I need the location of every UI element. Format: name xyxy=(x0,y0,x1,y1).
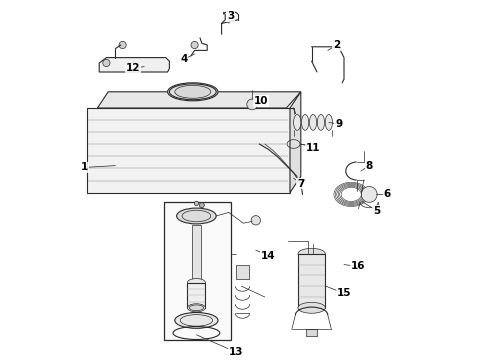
Text: 16: 16 xyxy=(351,261,366,271)
Bar xyxy=(187,283,205,308)
Text: 5: 5 xyxy=(373,206,380,216)
Text: 3: 3 xyxy=(227,11,234,21)
Ellipse shape xyxy=(176,208,216,224)
Ellipse shape xyxy=(298,302,325,313)
Text: 8: 8 xyxy=(366,161,373,171)
Bar xyxy=(192,225,201,281)
Text: 12: 12 xyxy=(126,63,141,73)
Text: 14: 14 xyxy=(261,251,276,261)
Circle shape xyxy=(194,201,198,206)
Text: 6: 6 xyxy=(384,189,391,199)
Ellipse shape xyxy=(168,83,218,101)
Ellipse shape xyxy=(187,304,205,312)
Ellipse shape xyxy=(301,114,309,130)
Circle shape xyxy=(119,41,126,49)
Text: 7: 7 xyxy=(297,179,304,189)
Polygon shape xyxy=(87,108,290,193)
Text: 11: 11 xyxy=(306,143,320,153)
Polygon shape xyxy=(98,92,301,108)
Bar xyxy=(306,329,317,336)
Ellipse shape xyxy=(298,248,325,259)
Ellipse shape xyxy=(175,312,218,328)
Text: 10: 10 xyxy=(254,96,269,106)
Ellipse shape xyxy=(189,305,204,311)
Ellipse shape xyxy=(310,114,317,130)
Ellipse shape xyxy=(294,114,301,130)
Ellipse shape xyxy=(318,114,324,130)
Circle shape xyxy=(191,41,198,49)
Circle shape xyxy=(199,203,204,208)
Ellipse shape xyxy=(187,279,205,287)
Ellipse shape xyxy=(175,85,211,98)
Polygon shape xyxy=(290,92,301,193)
Circle shape xyxy=(251,216,261,225)
Circle shape xyxy=(103,59,110,67)
Text: 4: 4 xyxy=(180,54,188,64)
Text: 9: 9 xyxy=(335,119,342,129)
Text: 13: 13 xyxy=(229,347,243,357)
Bar xyxy=(236,265,248,279)
Ellipse shape xyxy=(325,114,333,130)
Text: 15: 15 xyxy=(337,288,351,298)
Bar xyxy=(164,202,231,340)
Circle shape xyxy=(247,99,258,110)
Circle shape xyxy=(361,186,377,202)
Text: 1: 1 xyxy=(81,162,88,172)
Text: 2: 2 xyxy=(333,40,341,50)
Bar xyxy=(298,254,325,308)
Polygon shape xyxy=(99,58,170,72)
